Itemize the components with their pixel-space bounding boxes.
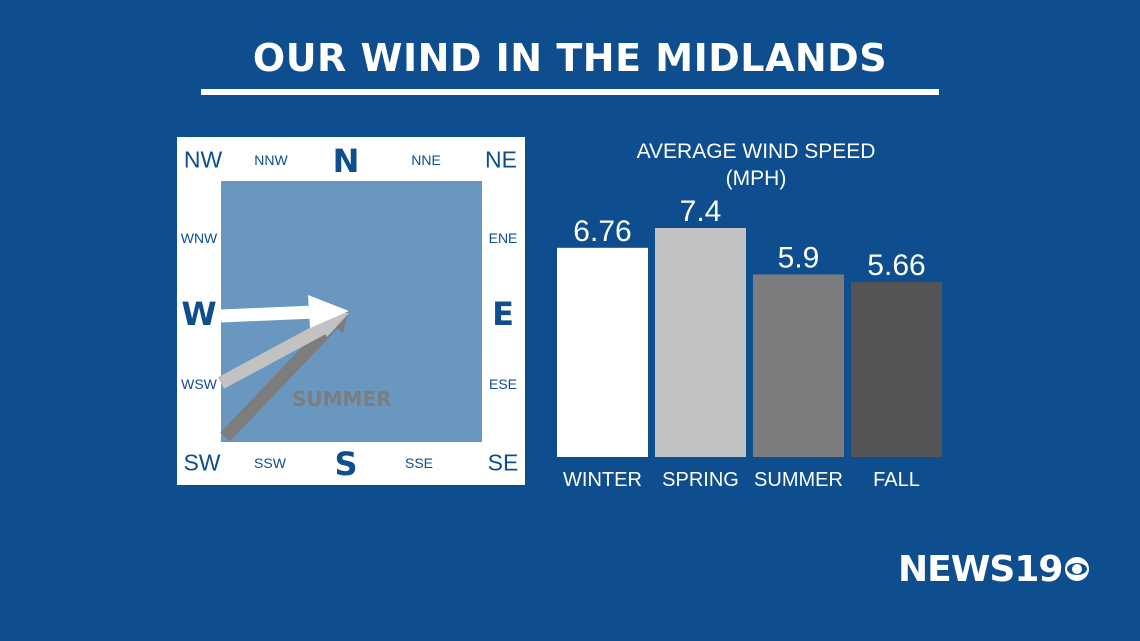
compass-label-s: S — [334, 445, 358, 483]
compass-label-w: W — [181, 295, 217, 333]
value-label-summer: 5.9 — [778, 241, 820, 274]
wind-direction-compass: NW NNW N NNE NE WNW ENE W E WSW ESE SW S… — [177, 137, 525, 485]
compass-label-e: E — [492, 295, 514, 333]
bar-fall — [851, 281, 942, 457]
compass-label-ssw: SSW — [254, 455, 286, 471]
compass-label-wsw: WSW — [181, 376, 217, 392]
summer-arrow-shaft — [220, 317, 340, 442]
compass-season-label: SUMMER — [292, 387, 392, 411]
wind-arrows — [217, 295, 349, 442]
value-label-fall: 5.66 — [867, 249, 925, 282]
page-title: OUR WIND IN THE MIDLANDS — [252, 36, 888, 80]
news19-logo: NEWS19 — [898, 548, 1090, 590]
category-label-summer: SUMMER — [754, 469, 843, 491]
compass-label-n: N — [332, 142, 360, 180]
title-underline — [201, 89, 939, 95]
bar-spring — [655, 228, 746, 457]
category-label-fall: FALL — [873, 469, 920, 491]
compass-label-wnw: WNW — [180, 230, 218, 246]
cbs-eye-icon — [1065, 557, 1090, 581]
value-label-spring: 7.4 — [680, 195, 722, 228]
compass-label-sse: SSE — [404, 455, 434, 471]
spring-arrow-shaft — [217, 320, 331, 389]
bar-winter — [557, 247, 648, 457]
compass-label-ese: ESE — [488, 376, 518, 392]
category-label-winter: WINTER — [563, 469, 642, 491]
chart-title-line-1: AVERAGE WIND SPEED — [636, 140, 876, 163]
compass-label-ne: NE — [485, 146, 517, 173]
compass-label-ene: ENE — [488, 230, 518, 246]
bar-summer — [753, 274, 844, 457]
compass-label-nw: NW — [183, 146, 223, 173]
winter-arrow-head — [308, 295, 349, 328]
compass-label-nnw: NNW — [254, 152, 288, 168]
compass-label-sw: SW — [183, 449, 221, 476]
compass-label-se: SE — [487, 449, 519, 476]
winter-arrow-shaft — [220, 305, 316, 323]
chart-title: AVERAGE WIND SPEED (MPH) — [556, 138, 956, 192]
compass-label-nne: NNE — [411, 152, 441, 168]
chart-title-line-2: (MPH) — [725, 167, 787, 190]
value-label-winter: 6.76 — [573, 215, 631, 248]
category-label-spring: SPRING — [662, 469, 739, 491]
logo-text: NEWS19 — [898, 548, 1063, 590]
